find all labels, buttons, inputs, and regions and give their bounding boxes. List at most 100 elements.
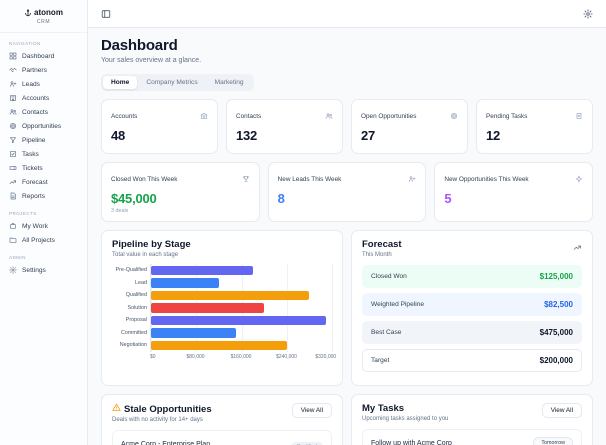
sidebar-item-opportunities[interactable]: Opportunities	[0, 119, 87, 133]
sidebar-item-label: Tickets	[22, 164, 43, 172]
bar-track	[151, 339, 332, 352]
stat-card-new-opportunities-this-week: New Opportunities This Week 5	[434, 162, 593, 222]
nav-section-navigation: Navigation Dashboard Partners Leads Acco…	[0, 41, 87, 203]
sidebar-item-label: Pipeline	[22, 136, 46, 144]
sidebar-item-my-work[interactable]: My Work	[0, 219, 87, 233]
bar-track	[151, 302, 332, 315]
chart-x-axis: $0 $80,000 $160,000 $240,000 $320,000	[150, 353, 336, 362]
sidebar-item-label: Partners	[22, 66, 47, 74]
task-title: Follow up with Acme Corp	[371, 439, 452, 445]
sidebar-item-contacts[interactable]: Contacts	[0, 105, 87, 119]
stat-card-row: Accounts 48 Contacts 132 Open Opportunit…	[101, 99, 593, 154]
y-tick-label: Solution	[127, 304, 147, 311]
sidebar: atonom CRM Navigation Dashboard Partners…	[0, 0, 88, 445]
pipeline-chart: Pre-Qualified Lead Qualified Solution Propos…	[112, 264, 333, 352]
sidebar-item-label: All Projects	[22, 236, 55, 244]
forecast-rows: Closed Won $125,000 Weighted Pipeline $8…	[362, 265, 582, 372]
ticket-icon	[9, 166, 17, 170]
gear-icon[interactable]	[583, 8, 593, 19]
tab-company-metrics[interactable]: Company Metrics	[146, 79, 198, 86]
stat-value: 8	[277, 191, 285, 206]
content: Dashboard Your sales overview at a glanc…	[88, 28, 606, 445]
panel-toggle-icon[interactable]	[101, 9, 111, 19]
stat-value: 5	[444, 191, 452, 206]
forecast-row-label: Target	[371, 357, 390, 364]
nav-section-admin: Admin Settings	[0, 255, 87, 277]
stat-value: 12	[486, 128, 501, 143]
x-tick-label: $320,000	[315, 353, 337, 360]
tasks-view-all-button[interactable]: View All	[541, 403, 582, 418]
sidebar-item-leads[interactable]: Leads	[0, 77, 87, 91]
pipeline-subtitle: Total value in each stage	[112, 252, 179, 258]
task-follow-up-with-acme-corp[interactable]: Follow up with Acme Corp Tomorrow	[362, 429, 582, 445]
sidebar-item-label: Contacts	[22, 108, 49, 116]
sidebar-nav: Navigation Dashboard Partners Leads Acco…	[0, 41, 87, 277]
stat-label: Closed Won This Week	[111, 175, 178, 183]
task-due-badge: Tomorrow	[533, 437, 573, 445]
stat-sub	[486, 145, 583, 146]
y-tick-label: Proposal	[125, 317, 147, 324]
sidebar-item-label: Accounts	[22, 94, 50, 102]
stat-label: New Leads This Week	[277, 175, 342, 183]
forecast-row-label: Best Case	[371, 329, 402, 336]
sidebar-item-accounts[interactable]: Accounts	[0, 91, 87, 105]
forecast-row-value: $200,000	[539, 356, 573, 365]
sidebar-item-partners[interactable]: Partners	[0, 63, 87, 77]
stat-value: $45,000	[111, 191, 157, 206]
sidebar-item-dashboard[interactable]: Dashboard	[0, 49, 87, 63]
sidebar-item-tickets[interactable]: Tickets	[0, 161, 87, 175]
forecast-row-best-case: Best Case $475,000	[362, 321, 582, 344]
stat-sub	[361, 145, 458, 146]
y-tick-label: Pre-Qualified	[115, 267, 147, 274]
stale-view-all-button[interactable]: View All	[291, 403, 332, 418]
stale-title: Stale Opportunities	[124, 403, 212, 415]
stat-sub	[236, 145, 333, 146]
users-icon	[9, 109, 17, 115]
bar-lead	[151, 278, 219, 288]
chart-gridline	[332, 264, 333, 352]
sidebar-item-pipeline[interactable]: Pipeline	[0, 133, 87, 147]
main-area: Dashboard Your sales overview at a glanc…	[88, 0, 606, 445]
user-plus-icon	[10, 81, 17, 87]
brand-sub: CRM	[36, 19, 51, 25]
forecast-title: Forecast	[362, 239, 402, 250]
warning-icon	[112, 403, 121, 415]
sidebar-item-tasks[interactable]: Tasks	[0, 147, 87, 161]
stat-card-open-opportunities: Open Opportunities 27	[351, 99, 468, 154]
stat-sub: 3 deals	[111, 208, 129, 214]
tab-marketing[interactable]: Marketing	[214, 79, 244, 86]
week-stat-card-row: Closed Won This Week $45,000 3 deals New…	[101, 162, 593, 222]
tab-home[interactable]: Home	[103, 76, 138, 89]
bar-qualified	[151, 290, 310, 300]
y-tick-label: Qualified	[125, 292, 147, 299]
sidebar-item-all-projects[interactable]: All Projects	[0, 233, 87, 247]
trending-up-icon	[573, 239, 582, 257]
stat-card-contacts: Contacts 132	[226, 99, 343, 154]
opportunity-name: Acme Corp - Enterprise Plan	[121, 440, 211, 445]
bar-negotiation	[151, 340, 287, 350]
stat-label: Open Opportunities	[361, 112, 417, 120]
bar-solution	[151, 303, 265, 313]
bar-proposal	[151, 315, 327, 325]
bar-track	[151, 314, 332, 327]
target-icon	[451, 113, 457, 119]
gear-icon	[9, 266, 17, 274]
stat-label: Accounts	[111, 112, 138, 120]
x-tick-label: $80,000	[186, 353, 205, 360]
nav-section-label: Admin	[9, 255, 26, 260]
bar-track	[151, 289, 332, 302]
nav-section-label: Projects	[9, 211, 37, 216]
sidebar-item-forecast[interactable]: Forecast	[0, 175, 87, 189]
stale-opportunity-acme-corp-enterprise-plan[interactable]: Acme Corp - Enterprise Plan Acme Corpora…	[112, 430, 332, 445]
chart-plot-area	[150, 264, 333, 352]
forecast-row-label: Closed Won	[371, 273, 407, 280]
sidebar-item-reports[interactable]: Reports	[0, 189, 87, 203]
stat-value: 48	[111, 128, 126, 143]
logo-icon	[25, 9, 31, 16]
forecast-row-value: $475,000	[539, 328, 573, 337]
dashboard-icon	[9, 52, 17, 60]
stale-opportunities-panel: Stale Opportunities Deals with no activi…	[101, 394, 343, 445]
chart-gridline	[286, 264, 288, 352]
sidebar-item-label: Dashboard	[22, 52, 55, 60]
sidebar-item-settings[interactable]: Settings	[0, 263, 87, 277]
